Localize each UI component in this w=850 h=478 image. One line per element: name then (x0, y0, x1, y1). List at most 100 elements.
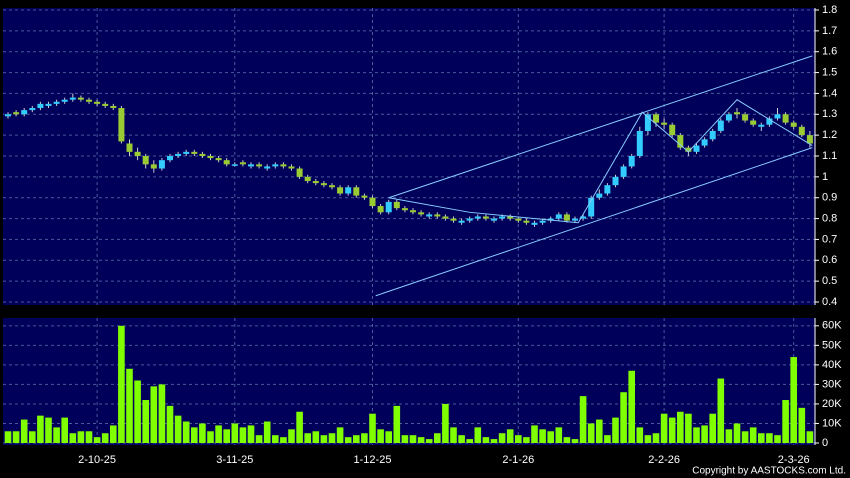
candle-body (158, 160, 165, 169)
candle-body (191, 151, 198, 154)
volume-bar (369, 413, 376, 443)
x-tick-label: 2-2-26 (648, 454, 680, 466)
volume-bar (790, 357, 797, 443)
y-tick-label: 0.9 (822, 192, 837, 204)
volume-tick-label: 0 (822, 437, 828, 449)
candle-body (669, 124, 676, 136)
candle-body (580, 216, 587, 219)
candle-body (766, 118, 773, 125)
candle-body (709, 130, 716, 140)
candle-body (377, 206, 384, 213)
volume-tick-label: 40K (822, 359, 842, 371)
volume-tick-label: 20K (822, 398, 842, 410)
volume-bar (450, 427, 457, 443)
candle-body (13, 112, 20, 115)
candle-body (644, 114, 651, 131)
candle-body (450, 218, 457, 221)
candle-body (742, 114, 749, 121)
volume-bar (336, 427, 344, 443)
volume-bar (328, 433, 336, 443)
candle-body (466, 218, 473, 221)
candle-body (474, 216, 481, 219)
volume-bar (644, 435, 652, 443)
x-tick-label: 1-12-25 (354, 454, 392, 466)
y-tick-label: 0.8 (822, 212, 837, 224)
candle-body (345, 187, 352, 194)
candle-body (45, 103, 52, 106)
volume-bar (766, 433, 773, 443)
candle-body (612, 176, 619, 186)
volume-bar (296, 411, 303, 443)
candle-body (661, 122, 668, 125)
candle-body (53, 101, 60, 104)
volume-bar (53, 427, 60, 443)
volume-bar (401, 435, 409, 443)
volume-bar (344, 437, 352, 443)
volume-bar (758, 433, 765, 443)
candle-body (725, 114, 732, 121)
volume-bar (110, 425, 117, 443)
candle-body (693, 145, 700, 152)
candle-body (774, 114, 781, 119)
volume-bar (288, 429, 295, 443)
volume-bar (385, 431, 392, 443)
candle-body (231, 164, 238, 166)
candle-body (215, 158, 222, 161)
candle-body (86, 99, 92, 102)
volume-bar (620, 392, 627, 443)
candle-body (734, 112, 740, 115)
candle-body (758, 124, 765, 127)
candle-body (434, 214, 441, 217)
volume-bar (725, 429, 733, 443)
volume-bar (798, 407, 806, 443)
candle-body (806, 135, 813, 144)
candle-body (798, 126, 805, 136)
volume-bar (12, 431, 20, 443)
y-tick-label: 0.6 (822, 254, 837, 266)
volume-bar (158, 384, 166, 443)
candle-body (426, 214, 433, 217)
volume-bar (523, 437, 530, 443)
candle-body (183, 151, 190, 154)
candle-body (555, 214, 562, 219)
trend-line (375, 147, 813, 297)
volume-bar (280, 437, 287, 443)
y-tick-label: 1.6 (822, 46, 837, 58)
volume-bar (37, 415, 44, 443)
volume-bar (231, 423, 239, 443)
candle-body (199, 153, 206, 156)
candle-body (337, 187, 344, 194)
candle-body (361, 195, 368, 198)
volume-bar (29, 431, 36, 443)
volume-bar (660, 413, 668, 443)
y-tick-label: 0.5 (822, 275, 837, 287)
volume-bar (490, 439, 498, 443)
volume-bar (612, 417, 619, 443)
candle-body (5, 114, 11, 117)
volume-bar (182, 421, 190, 443)
copyright: Copyright by AASTOCKS.com Ltd. (692, 466, 846, 477)
volume-bar (434, 433, 441, 443)
volume-bar (733, 423, 741, 443)
y-tick-label: 1 (822, 171, 828, 183)
volume-bar (247, 425, 255, 443)
volume-bar (636, 427, 644, 443)
volume-tick-label: 50K (822, 339, 842, 351)
candle-body (320, 183, 327, 186)
candle-body (588, 197, 595, 217)
volume-bar (587, 423, 595, 443)
candle-body (37, 103, 44, 109)
volume-bar (255, 435, 263, 443)
y-tick-label: 1.5 (822, 66, 837, 78)
volume-bar (61, 417, 68, 443)
volume-bar (417, 437, 425, 443)
candle-body (572, 218, 578, 221)
volume-bar (442, 403, 449, 443)
volume-bar (85, 431, 93, 443)
volume-bar (458, 435, 465, 443)
volume-bar (685, 413, 692, 443)
volume-bar (806, 431, 814, 443)
candle-body (442, 216, 449, 219)
volume-bar (547, 431, 554, 443)
candle-body (515, 218, 522, 221)
